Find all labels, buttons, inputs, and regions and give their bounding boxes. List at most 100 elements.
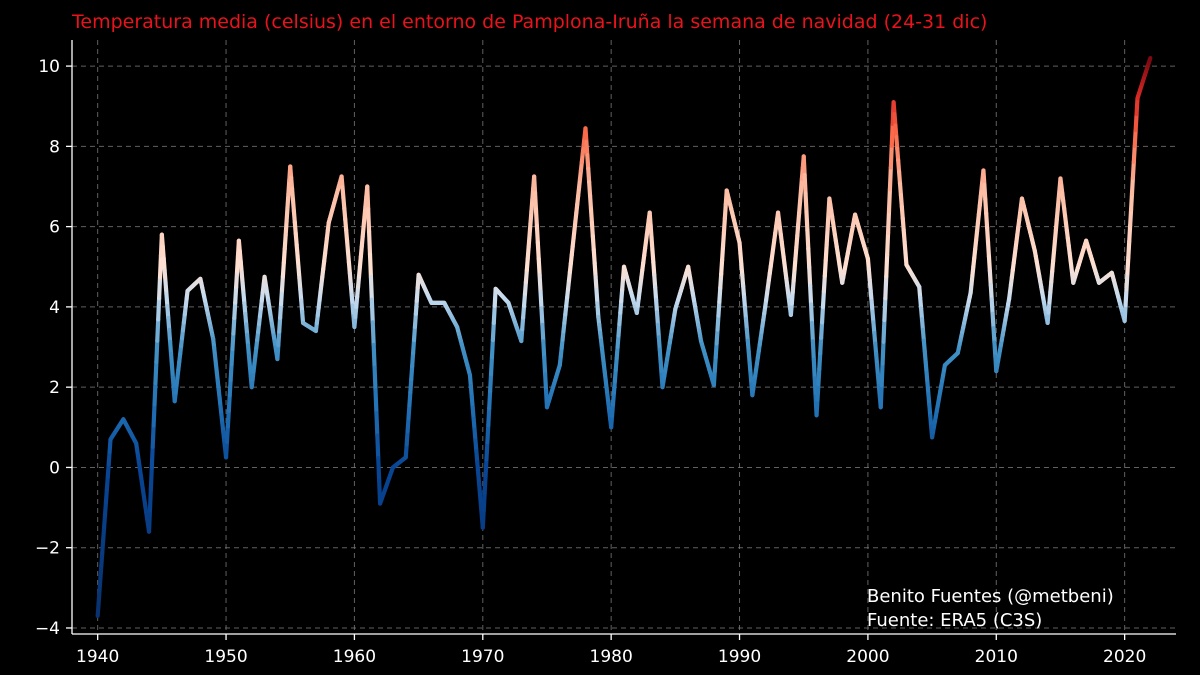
- series-segment: [717, 285, 723, 304]
- series-segment: [365, 184, 371, 212]
- x-tick-label: 1970: [461, 647, 504, 667]
- series-segment: [984, 211, 990, 230]
- series-segment: [231, 315, 237, 336]
- series-segment: [719, 257, 725, 277]
- series-segment: [1134, 96, 1140, 117]
- series-segment: [878, 383, 884, 410]
- series-segment: [95, 601, 101, 619]
- series-segment: [885, 209, 892, 236]
- series-segment: [230, 331, 236, 352]
- temperature-series: [95, 55, 1153, 619]
- series-segment: [880, 339, 886, 366]
- series-segment: [413, 298, 419, 317]
- x-tick-label: 1980: [590, 647, 633, 667]
- series-segment: [534, 223, 540, 245]
- series-segment: [815, 382, 821, 402]
- axes: 1940 1950 1960 1970 1980 1990 2000 2010 2020−4−2…: [35, 40, 1176, 667]
- series-segment: [1126, 239, 1132, 260]
- series-segment: [403, 442, 409, 460]
- series-segment: [583, 126, 589, 144]
- series-segment: [100, 538, 106, 555]
- series-segment: [146, 508, 153, 534]
- y-tick-label: 0: [49, 458, 60, 478]
- series-segment: [223, 439, 230, 460]
- series-segment: [587, 180, 593, 198]
- x-tick-label: 2020: [1103, 647, 1146, 667]
- chart-title: Temperatura media (celsius) en el entorn…: [71, 11, 987, 33]
- series-segment: [278, 288, 285, 307]
- series-segment: [277, 315, 283, 334]
- series-segment: [889, 121, 895, 148]
- series-segment: [1128, 191, 1135, 212]
- y-tick-label: −4: [35, 619, 60, 639]
- series-segment: [811, 357, 817, 381]
- series-segment: [586, 166, 592, 185]
- series-segment: [711, 369, 717, 388]
- series-segment: [543, 372, 549, 393]
- series-segment: [375, 433, 381, 461]
- series-segment: [157, 253, 164, 280]
- series-segment: [541, 339, 547, 360]
- series-segment: [409, 363, 415, 382]
- series-segment: [152, 381, 158, 407]
- series-segment: [97, 575, 103, 593]
- series-segment: [987, 268, 993, 288]
- series-segment: [989, 297, 995, 316]
- series-segment: [284, 205, 290, 224]
- series-segment: [406, 403, 412, 421]
- x-tick-label: 1940: [76, 647, 119, 667]
- series-segment: [591, 247, 597, 266]
- series-segment: [283, 219, 289, 238]
- series-segment: [804, 209, 810, 233]
- series-segment: [278, 301, 284, 320]
- series-segment: [715, 313, 721, 332]
- series-segment: [985, 240, 992, 259]
- series-segment: [404, 429, 410, 447]
- series-segment: [104, 475, 110, 492]
- series-segment: [808, 302, 815, 325]
- series-segment: [986, 254, 992, 273]
- series-segment: [981, 168, 987, 187]
- series-segment: [412, 311, 418, 330]
- series-segment: [1122, 302, 1128, 324]
- series-segment: [810, 339, 816, 362]
- series-segment: [371, 342, 377, 370]
- series-segment: [276, 329, 282, 348]
- series-segment: [533, 207, 539, 229]
- series-segment: [157, 274, 163, 301]
- series-segment: [592, 260, 598, 279]
- series-segment: [818, 335, 824, 356]
- series-segment: [149, 444, 155, 471]
- series-segment: [485, 423, 491, 445]
- series-segment: [817, 351, 823, 371]
- series-segment: [982, 182, 988, 202]
- series-segment: [224, 424, 230, 445]
- series-segment: [594, 287, 600, 306]
- series-segment: [537, 273, 543, 294]
- series-segment: [714, 327, 720, 346]
- y-tick-label: −2: [35, 539, 60, 559]
- series-segment: [990, 311, 996, 331]
- series-segment: [985, 225, 991, 245]
- series-segment: [809, 320, 815, 344]
- series-segment: [376, 456, 382, 484]
- series-segment: [1131, 143, 1137, 164]
- series-segment: [229, 346, 235, 367]
- series-segment: [881, 317, 887, 344]
- series-segment: [96, 588, 102, 606]
- series-segment: [275, 343, 281, 362]
- series-segment: [983, 197, 989, 216]
- series-segment: [279, 274, 285, 293]
- series-segment: [410, 350, 416, 369]
- series-segment: [1124, 271, 1130, 292]
- series-segment: [802, 172, 808, 196]
- series-segment: [1147, 55, 1153, 64]
- series-segment: [414, 285, 420, 303]
- series-segment: [481, 491, 487, 513]
- series-segment: [486, 406, 492, 428]
- series-segment: [228, 362, 234, 383]
- series-segment: [720, 244, 726, 263]
- series-segment: [99, 550, 105, 568]
- series-segment: [285, 191, 291, 210]
